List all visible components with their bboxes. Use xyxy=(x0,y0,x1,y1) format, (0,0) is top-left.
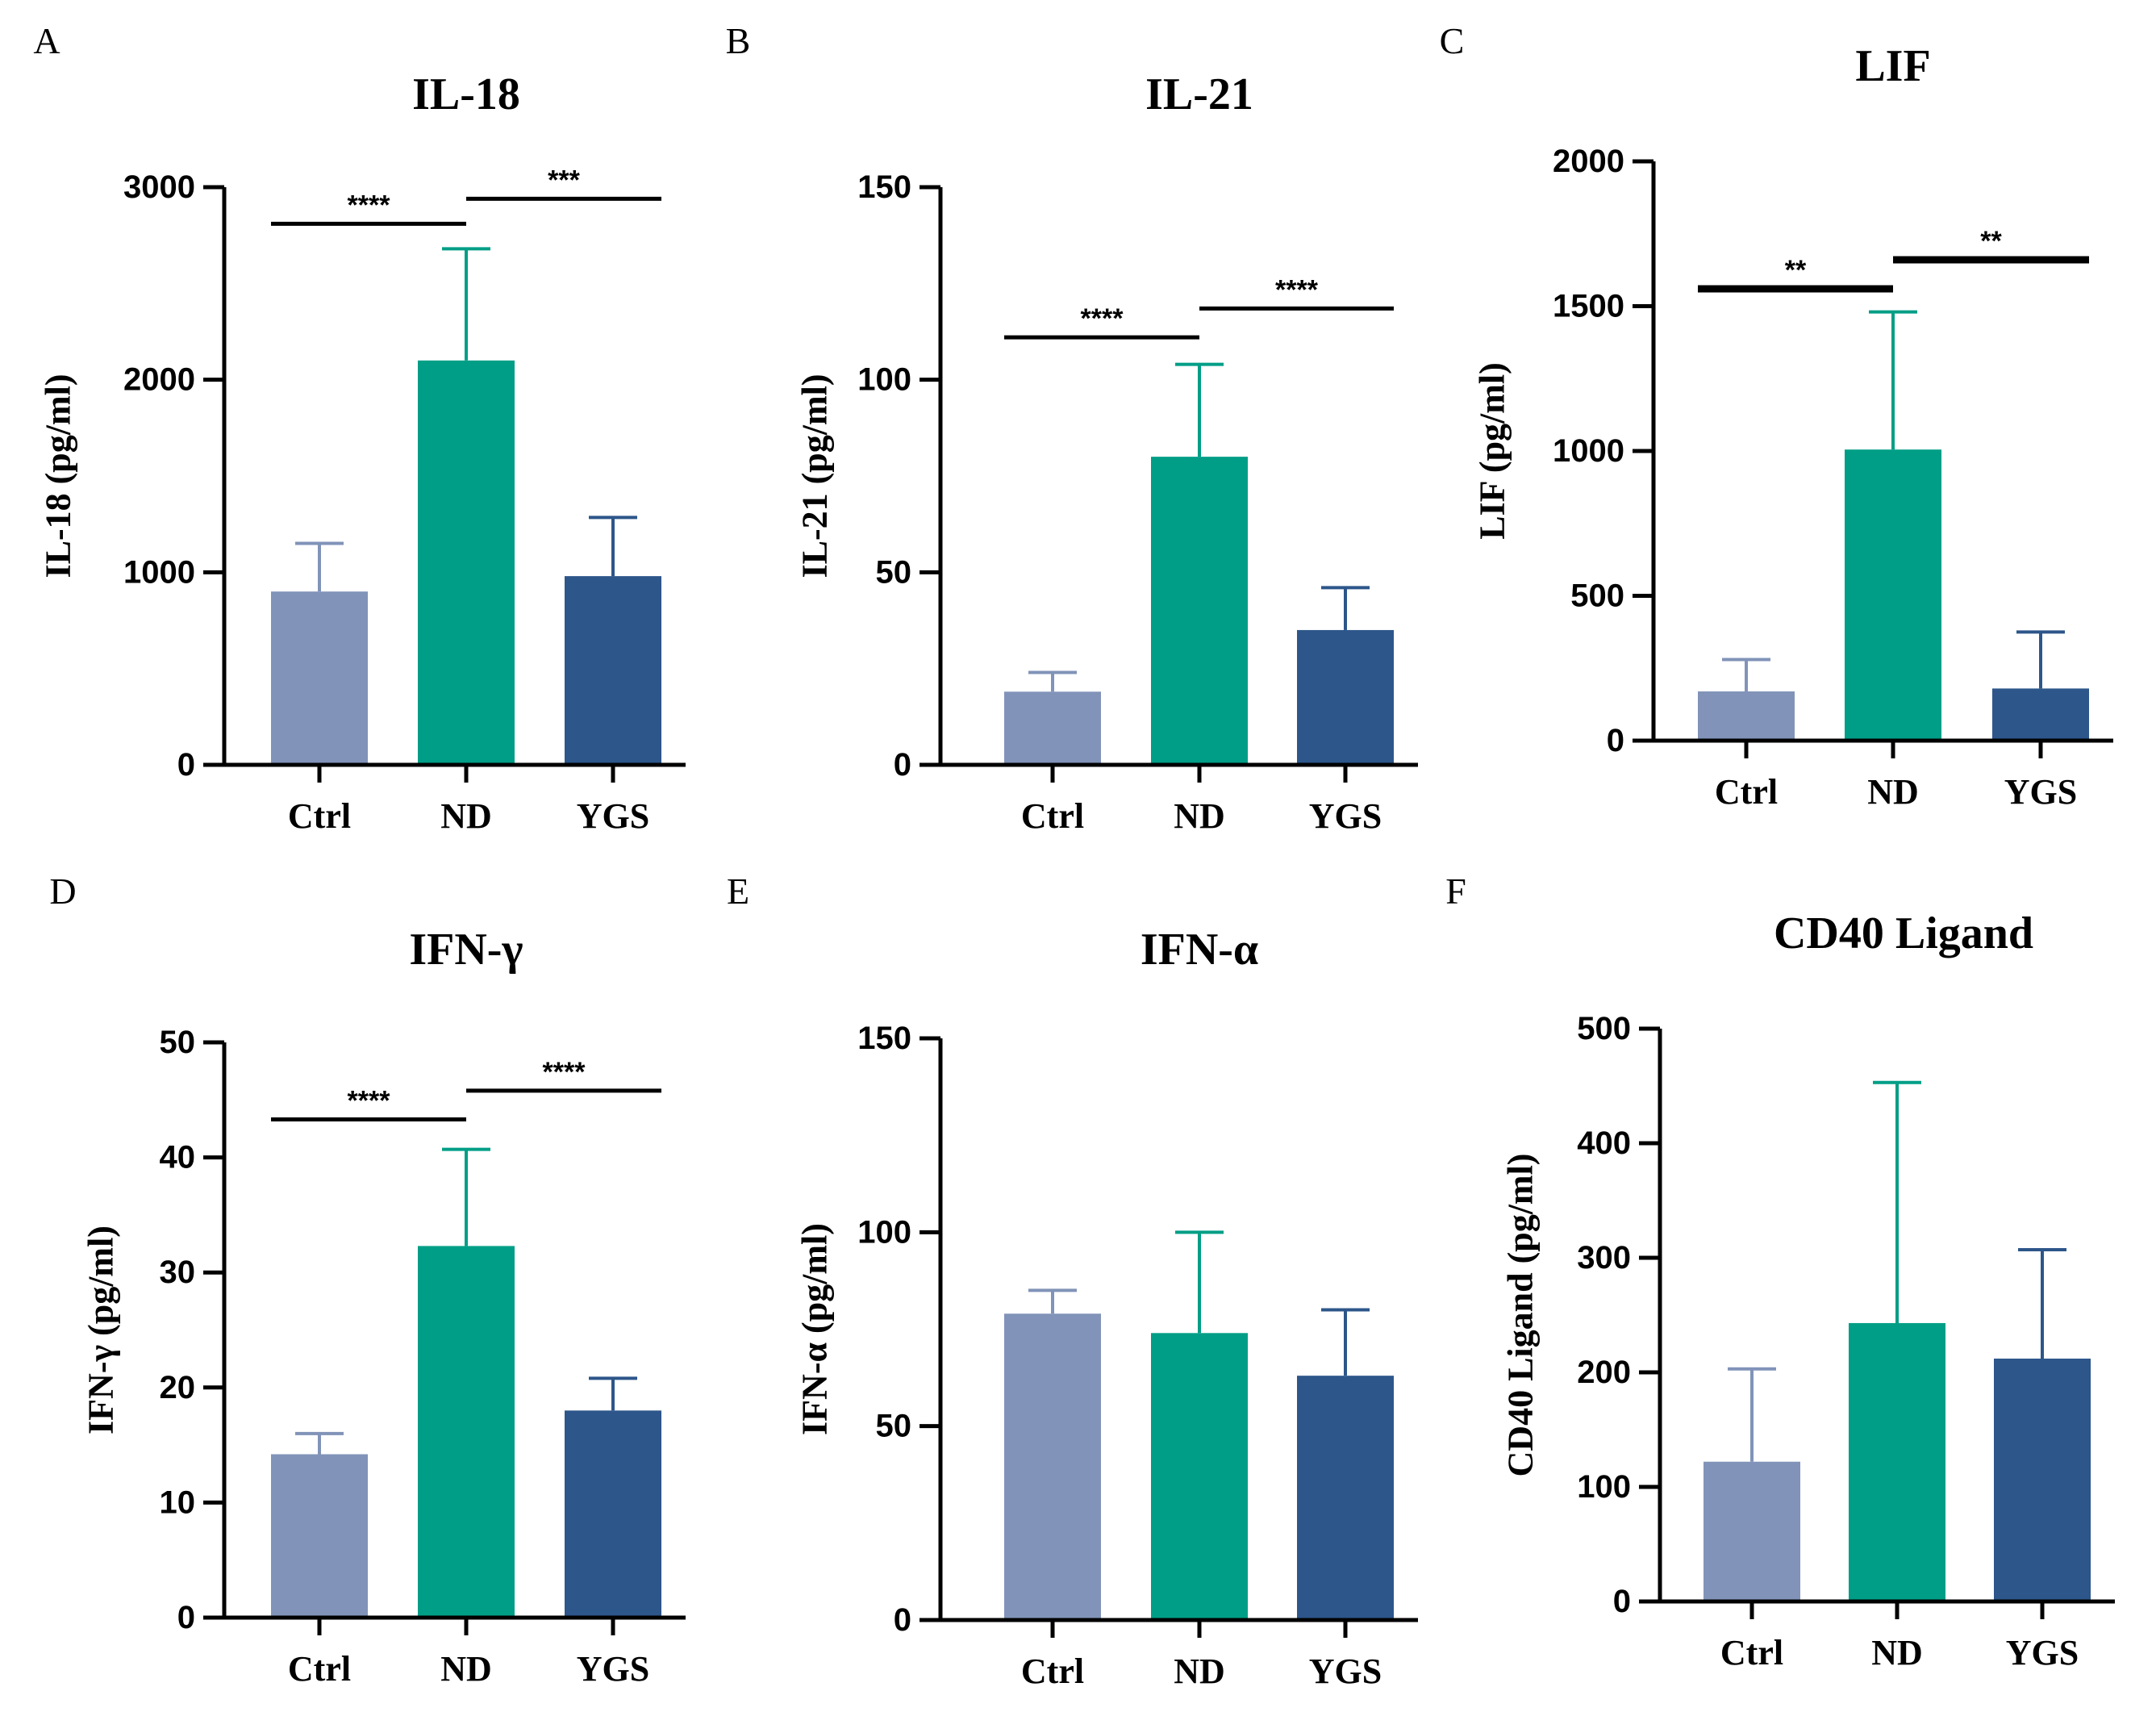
panel-letter: E xyxy=(727,871,749,912)
x-tick-label: ND xyxy=(1174,1651,1225,1691)
x-tick-label: ND xyxy=(1867,772,1919,812)
chart-title: LIF xyxy=(1855,41,1930,91)
y-tick-label: 1000 xyxy=(123,554,195,590)
bar-nd xyxy=(1151,1333,1248,1620)
chart-title: IFN-γ xyxy=(409,925,523,975)
y-tick-label: 50 xyxy=(876,1409,912,1444)
chart-panel-e: E IFN-α IFN-α (pg/ml) Ctrl ND YGS 0 50 100 150 xyxy=(727,871,1418,1691)
significance-label: **** xyxy=(348,190,391,220)
x-tick-label: ND xyxy=(1174,796,1225,836)
y-axis-label: IFN-α (pg/ml) xyxy=(795,1223,835,1435)
y-axis-label: CD40 Ligand (pg/ml) xyxy=(1501,1154,1541,1477)
bar-nd xyxy=(1849,1322,1945,1601)
bar-ctrl xyxy=(1004,1313,1101,1620)
y-tick-label: 150 xyxy=(857,169,911,205)
x-tick-label: Ctrl xyxy=(1021,796,1084,836)
x-tick-label: ND xyxy=(440,796,492,836)
y-tick-label: 300 xyxy=(1577,1240,1631,1276)
x-tick-label: Ctrl xyxy=(1021,1651,1084,1691)
y-axis-label: LIF (pg/ml) xyxy=(1473,362,1512,540)
x-tick-label: Ctrl xyxy=(288,1649,351,1689)
x-tick-label: YGS xyxy=(2004,772,2077,812)
panel-letter: A xyxy=(33,20,60,61)
panel-letter: F xyxy=(1445,871,1466,912)
chart-title: IFN-α xyxy=(1141,925,1258,975)
y-tick-label: 20 xyxy=(160,1370,196,1405)
bar-nd xyxy=(1151,457,1248,765)
x-tick-label: Ctrl xyxy=(1720,1633,1783,1672)
bar-ygs xyxy=(1297,1376,1394,1620)
significance-label: ** xyxy=(1980,226,2002,257)
y-tick-label: 200 xyxy=(1577,1355,1631,1390)
y-tick-label: 1000 xyxy=(1553,433,1624,469)
bar-nd xyxy=(418,360,515,765)
bar-nd xyxy=(418,1246,515,1618)
bar-ctrl xyxy=(1004,691,1101,765)
significance-label: **** xyxy=(1081,303,1124,334)
y-tick-label: 500 xyxy=(1577,1011,1631,1046)
significance-label: **** xyxy=(348,1086,391,1117)
y-tick-label: 500 xyxy=(1570,578,1624,614)
chart-panel-c: C LIF LIF (pg/ml) Ctrl ND YGS 0 500 1000 1500 2000… xyxy=(1440,20,2113,812)
x-tick-label: YGS xyxy=(1309,1651,1382,1691)
y-tick-label: 0 xyxy=(177,747,195,783)
x-tick-label: ND xyxy=(1871,1633,1923,1672)
y-tick-label: 0 xyxy=(1613,1584,1631,1619)
y-tick-label: 100 xyxy=(1577,1469,1631,1505)
bar-ygs xyxy=(1994,1358,2091,1601)
chart-title: IL-21 xyxy=(1145,69,1253,119)
x-tick-label: YGS xyxy=(577,796,649,836)
bar-nd xyxy=(1845,449,1941,741)
y-tick-label: 100 xyxy=(857,1214,911,1250)
chart-panel-f: F CD40 Ligand CD40 Ligand (pg/ml) Ctrl ND YGS… xyxy=(1445,871,2115,1672)
panel-letter: C xyxy=(1440,20,1465,61)
bar-ygs xyxy=(565,1410,661,1618)
y-tick-label: 3000 xyxy=(123,169,195,205)
significance-label: **** xyxy=(543,1057,586,1088)
y-tick-label: 2000 xyxy=(1553,144,1624,179)
y-tick-label: 10 xyxy=(160,1484,196,1520)
y-tick-label: 0 xyxy=(894,1602,911,1638)
chart-panel-d: D IFN-γ IFN-γ (pg/ml) Ctrl ND YGS 0 10 20 30 40 50 *… xyxy=(49,871,686,1689)
bar-ctrl xyxy=(271,591,368,765)
x-tick-label: YGS xyxy=(2006,1633,2079,1672)
y-tick-label: 150 xyxy=(857,1021,911,1056)
y-tick-label: 40 xyxy=(160,1140,196,1175)
y-axis-label: IL-21 (pg/ml) xyxy=(795,374,835,578)
bar-ygs xyxy=(1297,629,1394,765)
y-tick-label: 50 xyxy=(160,1025,196,1060)
y-tick-label: 400 xyxy=(1577,1125,1631,1161)
chart-panel-a: A IL-18 IL-18 (pg/ml) Ctrl ND YGS 0 1000 2000 300… xyxy=(33,20,686,836)
bar-ygs xyxy=(565,576,661,765)
x-tick-label: ND xyxy=(440,1649,492,1689)
y-tick-label: 100 xyxy=(857,362,911,398)
panel-letter: B xyxy=(726,20,751,61)
bar-ctrl xyxy=(271,1454,368,1618)
y-axis-label: IL-18 (pg/ml) xyxy=(39,374,78,578)
x-tick-label: YGS xyxy=(577,1649,649,1689)
chart-title: CD40 Ligand xyxy=(1774,908,2033,958)
bar-ctrl xyxy=(1698,691,1795,741)
x-tick-label: YGS xyxy=(1309,796,1382,836)
y-tick-label: 1500 xyxy=(1553,289,1624,324)
bar-ctrl xyxy=(1704,1461,1800,1601)
y-tick-label: 50 xyxy=(876,554,912,590)
y-tick-label: 2000 xyxy=(123,362,195,398)
significance-label: ** xyxy=(1785,255,1807,286)
y-tick-label: 0 xyxy=(894,747,911,783)
y-axis-label: IFN-γ (pg/ml) xyxy=(81,1226,121,1434)
bar-ygs xyxy=(1992,688,2089,741)
significance-label: **** xyxy=(1275,274,1319,305)
y-tick-label: 0 xyxy=(177,1600,195,1635)
panel-letter: D xyxy=(49,871,76,912)
significance-label: *** xyxy=(548,165,580,195)
chart-title: IL-18 xyxy=(412,69,520,119)
x-tick-label: Ctrl xyxy=(288,796,351,836)
y-tick-label: 0 xyxy=(1607,723,1624,758)
chart-panel-b: B IL-21 IL-21 (pg/ml) Ctrl ND YGS 0 50 100 150 ***… xyxy=(726,20,1418,836)
y-tick-label: 30 xyxy=(160,1255,196,1290)
x-tick-label: Ctrl xyxy=(1715,772,1778,812)
